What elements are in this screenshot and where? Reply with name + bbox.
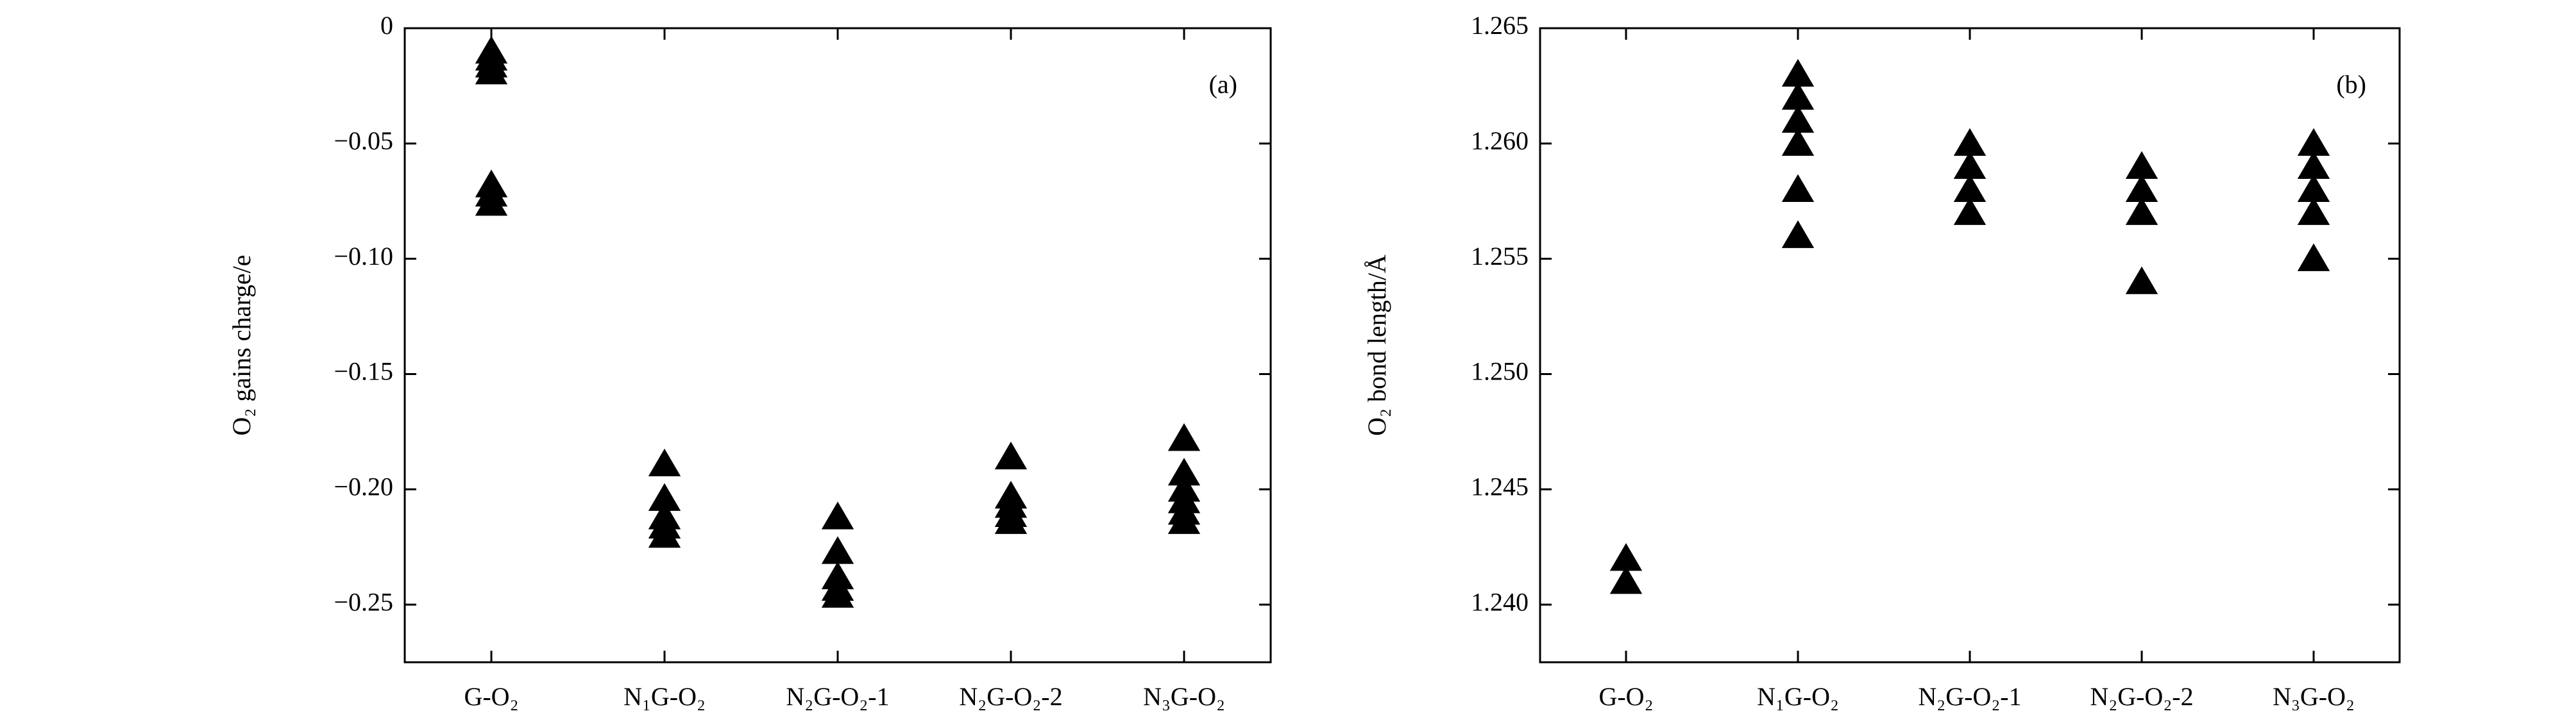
marker — [2125, 174, 2158, 202]
marker — [1781, 220, 1815, 248]
x-tick-label: N₃G-O₂ — [2273, 682, 2355, 711]
y-tick-label: −0.25 — [334, 587, 393, 616]
x-tick-label: N₃G-O₂ — [1143, 682, 1225, 711]
marker — [1609, 566, 1643, 594]
marker — [648, 448, 681, 476]
y-tick-label: 1.255 — [1471, 242, 1529, 271]
marker — [1167, 458, 1201, 486]
marker — [821, 580, 854, 608]
marker — [1953, 197, 1987, 225]
marker — [2125, 197, 2158, 225]
marker — [1609, 543, 1643, 571]
x-tick-label: N₁G-O₂ — [1757, 682, 1839, 711]
marker — [821, 536, 854, 564]
marker — [1781, 104, 1815, 133]
y-tick-label: 1.245 — [1471, 472, 1529, 501]
x-tick-label: N₂G-O₂-1 — [1918, 682, 2021, 711]
marker — [475, 188, 508, 216]
y-tick-label: −0.05 — [334, 126, 393, 155]
y-axis-label: O₂ gains charge/e — [227, 255, 256, 436]
y-tick-label: −0.10 — [334, 242, 393, 271]
y-axis-label: O₂ bond length/Å — [1362, 255, 1391, 436]
plot-frame — [1539, 27, 2401, 664]
marker — [2125, 151, 2158, 179]
y-tick-label: −0.15 — [334, 357, 393, 386]
marker — [1781, 174, 1815, 202]
y-tick-label: 1.250 — [1471, 357, 1529, 386]
x-tick-label: G-O₂ — [1598, 682, 1653, 711]
marker — [2297, 128, 2330, 156]
marker — [1167, 423, 1201, 451]
marker — [1781, 58, 1815, 87]
marker — [821, 501, 854, 530]
marker — [1953, 128, 1987, 156]
y-tick-label: 1.240 — [1471, 587, 1529, 616]
x-tick-label: N₁G-O₂ — [623, 682, 706, 711]
x-tick-label: N₂G-O₂-2 — [959, 682, 1062, 711]
marker — [2297, 174, 2330, 202]
marker — [648, 483, 681, 511]
marker — [1953, 174, 1987, 202]
y-tick-label: −0.20 — [334, 472, 393, 501]
marker — [2297, 197, 2330, 225]
y-tick-label: 1.265 — [1471, 11, 1529, 40]
marker — [2125, 266, 2158, 294]
marker — [475, 56, 508, 85]
marker — [994, 506, 1028, 534]
marker — [1167, 506, 1201, 534]
panel-label: (a) — [1209, 70, 1237, 99]
marker — [1953, 151, 1987, 179]
x-tick-label: N₂G-O₂-1 — [786, 682, 889, 711]
x-tick-label: N₂G-O₂-2 — [2090, 682, 2193, 711]
marker — [2297, 151, 2330, 179]
marker — [1781, 81, 1815, 110]
panel-label: (b) — [2336, 70, 2366, 99]
marker — [1781, 128, 1815, 156]
y-tick-label: 1.260 — [1471, 126, 1529, 155]
x-tick-label: G-O₂ — [464, 682, 518, 711]
marker — [2297, 243, 2330, 271]
marker — [994, 441, 1028, 470]
y-tick-label: 0 — [380, 11, 393, 40]
marker — [648, 520, 681, 548]
